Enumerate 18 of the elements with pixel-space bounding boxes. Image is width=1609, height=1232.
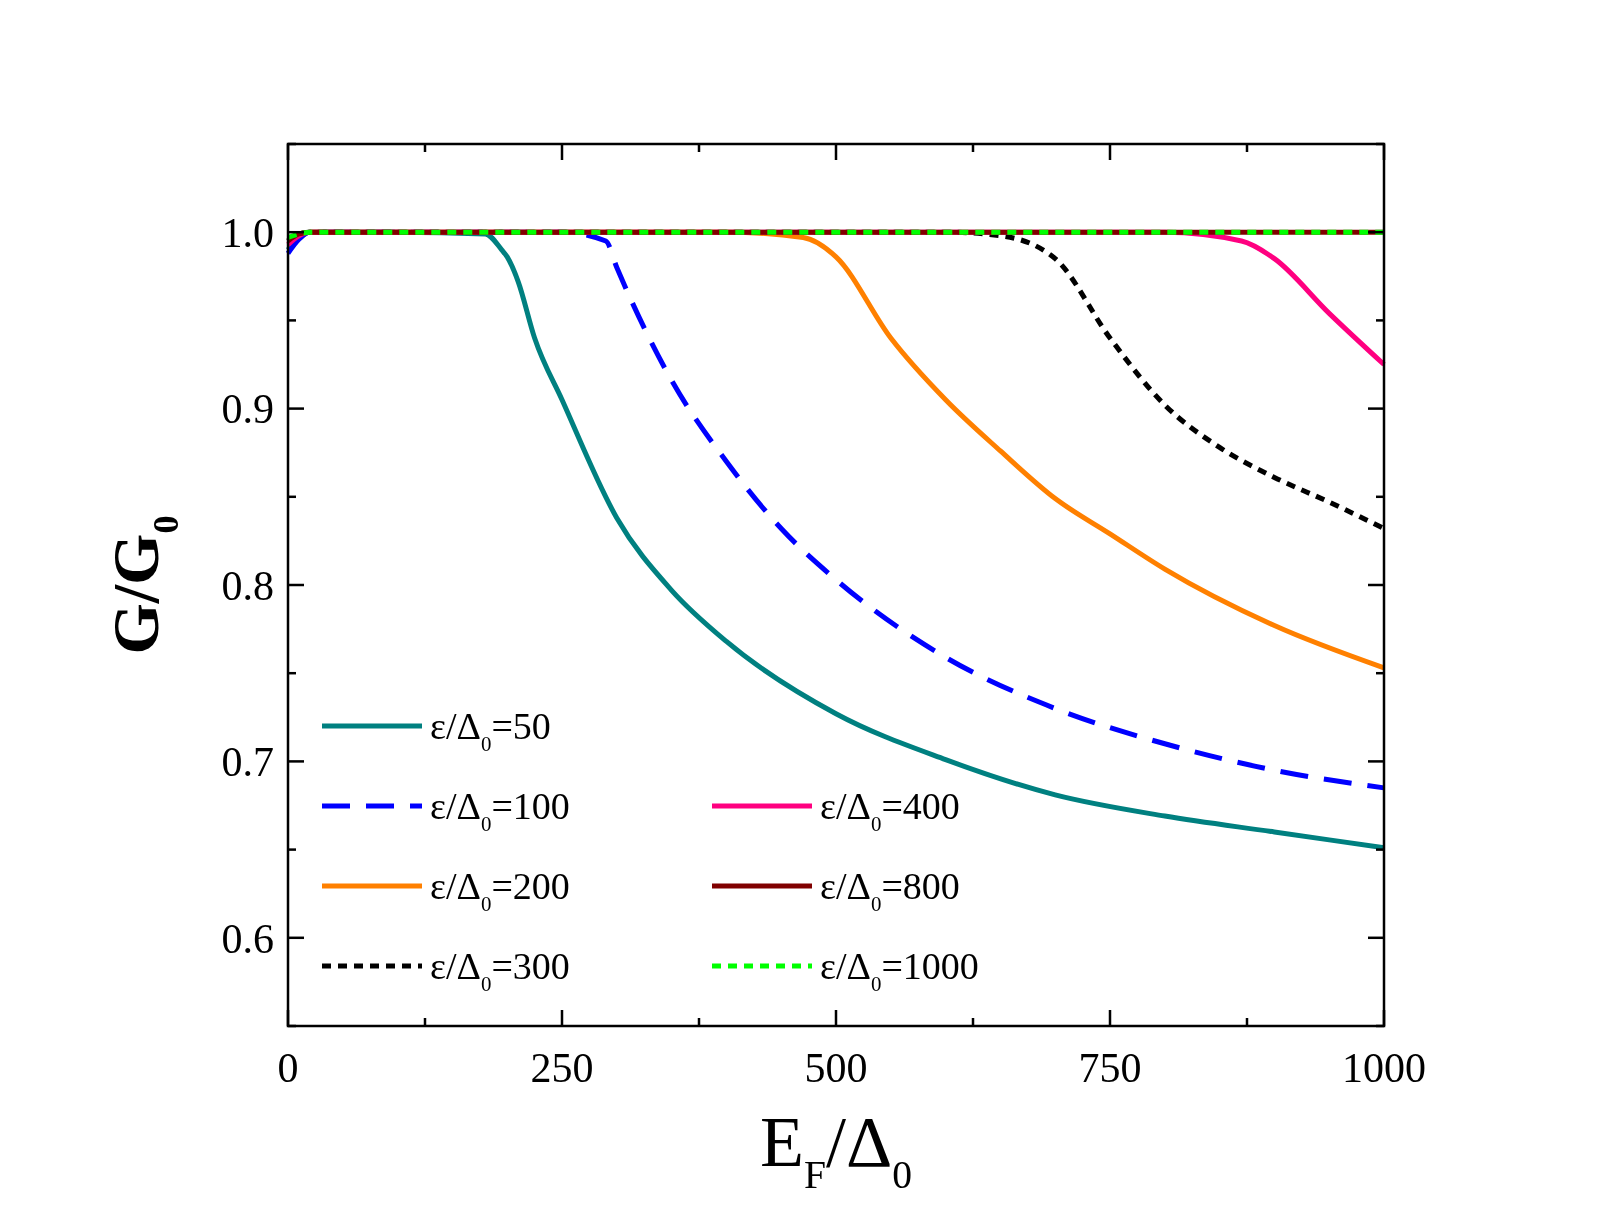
x-tick-label: 750 bbox=[1078, 1045, 1142, 1091]
legend-label: ε/Δ$_{0}$=400 bbox=[820, 785, 960, 837]
y-tick-label: 0.8 bbox=[221, 562, 274, 609]
x-axis-title: E$_{F}$/Δ$_{0}$ bbox=[759, 1102, 913, 1197]
x-tick-label: 1000 bbox=[1342, 1045, 1426, 1091]
y-tick-label: 1.0 bbox=[221, 209, 274, 256]
legend-label: ε/Δ$_{0}$=100 bbox=[430, 785, 570, 837]
legend-label: ε/Δ$_{0}$=300 bbox=[430, 945, 570, 997]
x-tick-label: 0 bbox=[277, 1045, 299, 1091]
y-tick-label: 0.6 bbox=[221, 915, 274, 962]
legend-label: ε/Δ$_{0}$=800 bbox=[820, 865, 960, 917]
x-tick-label: 500 bbox=[804, 1045, 868, 1091]
legend-label: ε/Δ$_{0}$=50 bbox=[430, 705, 551, 757]
x-tick-label: 250 bbox=[530, 1045, 594, 1091]
y-tick-label: 0.7 bbox=[221, 739, 274, 786]
legend-label: ε/Δ$_{0}$=200 bbox=[430, 865, 570, 917]
legend-label: ε/Δ$_{0}$=1000 bbox=[820, 945, 979, 997]
y-tick-label: 0.9 bbox=[221, 386, 274, 433]
